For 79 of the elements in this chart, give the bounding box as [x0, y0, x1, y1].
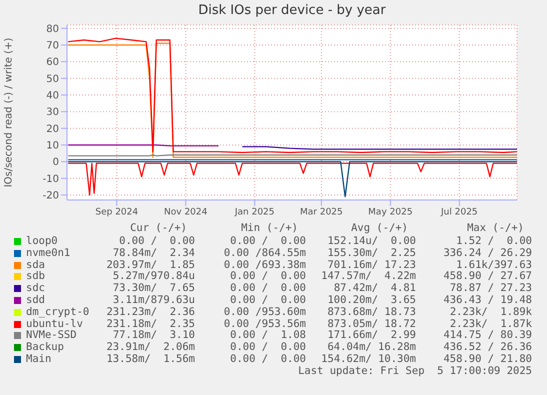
legend-label: sdd: [26, 294, 45, 306]
text: 0.00 / 0.00: [230, 270, 306, 282]
legend-label: sda: [26, 258, 45, 271]
legend-label: Main: [26, 353, 52, 365]
legend-label: ubuntu-lv: [26, 318, 83, 330]
x-tick-label: Jan 2025: [234, 207, 275, 218]
text: 0.00 / 1.08: [230, 329, 306, 342]
text: 0.00 /953.60m: [224, 306, 306, 318]
text: 0.00 / 0.00: [119, 235, 195, 247]
x-tick-label: Jul 2025: [440, 207, 478, 218]
text: 414.75 / 80.39: [443, 329, 532, 342]
text: 5.27m/970.84u: [112, 270, 195, 282]
y-axis-title: IOs/second read (-) / write (+): [4, 38, 15, 188]
text: 873.05m/ 18.72: [327, 318, 416, 330]
text: 336.24 / 26.29: [443, 246, 532, 259]
text: 3.11m/879.63u: [112, 294, 195, 306]
text: 0.00 /693.38m: [224, 258, 306, 271]
x-tick-label: Nov 2024: [164, 207, 208, 218]
text: 78.87 / 27.23: [450, 282, 532, 294]
text: 77.18m/ 3.10: [112, 329, 195, 342]
y-tick-label: -20: [42, 190, 59, 202]
text: 23.91m/ 2.06m: [106, 341, 195, 354]
text: 0.00 / 0.00: [230, 294, 306, 306]
text: 701.16m/ 17.23: [327, 258, 416, 271]
text: 73.30m/ 7.65: [112, 282, 195, 294]
legend-label: Backup: [26, 341, 64, 354]
text: 2.23k/ 1.87k: [450, 318, 532, 330]
y-tick-label: 40: [46, 90, 59, 102]
y-tick-label: 0: [52, 157, 59, 168]
y-tick-label: 80: [46, 24, 59, 35]
text: Min (-/+): [241, 222, 298, 234]
y-tick-label: 60: [46, 57, 59, 68]
y-tick-label: 70: [46, 40, 59, 52]
text: 13.58m/ 1.56m: [106, 353, 195, 365]
x-tick-label: Sep 2024: [95, 207, 138, 218]
text: Avg (-/+): [351, 222, 408, 234]
text: 0.00 /953.56m: [224, 318, 306, 330]
legend-label: dm_crypt-0: [26, 306, 90, 318]
text: 231.18m/ 2.35: [106, 318, 195, 330]
y-tick-label: 20: [46, 124, 59, 135]
legend-label: nvme0n1: [26, 246, 70, 259]
chart-title: Disk IOs per device - by year: [197, 3, 387, 18]
text: 147.57m/ 4.22m: [321, 270, 416, 282]
text: Max (-/+): [467, 222, 524, 234]
text: Cur (-/+): [130, 222, 187, 234]
text: 100.20m/ 3.65: [327, 294, 416, 306]
y-tick-label: 30: [46, 107, 59, 118]
text: 171.66m/ 2.99: [327, 329, 416, 342]
text: 458.90 / 21.80: [443, 353, 532, 365]
text: 0.00 / 0.00: [230, 282, 306, 294]
text: 0.00 / 0.00: [230, 341, 306, 354]
y-tick-label: 10: [46, 140, 59, 152]
legend-label: loop0: [26, 235, 58, 247]
text: 873.68m/ 18.73: [327, 306, 416, 318]
x-tick-label: Mar 2025: [300, 207, 343, 218]
text: 0.00 / 0.00: [230, 353, 306, 365]
text: 152.14u/ 0.00: [327, 235, 416, 247]
x-tick-label: May 2025: [368, 207, 413, 218]
text: Last update: Fri Sep 5 17:00:09 2025: [298, 364, 532, 377]
text: 78.84m/ 2.34: [112, 246, 195, 259]
text: 1.52 / 0.00: [456, 235, 532, 247]
text: 0.00 / 0.00: [230, 235, 306, 247]
text: 155.30m/ 2.25: [327, 246, 416, 259]
text: 231.23m/ 2.36: [106, 306, 195, 318]
y-tick-label: -10: [42, 174, 59, 185]
text: 0.00 /864.55m: [224, 246, 306, 259]
text: 2.23k/ 1.89k: [450, 306, 532, 318]
legend-label: NVMe-SSD: [26, 329, 77, 342]
text: 436.52 / 26.36: [443, 341, 532, 354]
text: 64.04m/ 16.28m: [327, 341, 416, 354]
text: 458.90 / 27.67: [443, 270, 532, 282]
text: 154.62m/ 10.30m: [321, 353, 416, 365]
y-tick-label: 50: [46, 74, 59, 85]
text: 1.61k/397.63: [456, 258, 532, 271]
text: 87.42m/ 4.81: [334, 282, 416, 294]
legend-label: sdc: [26, 282, 45, 294]
text: 203.97m/ 1.85: [106, 258, 195, 271]
legend-label: sdb: [26, 270, 45, 282]
text: 436.43 / 19.48: [443, 294, 532, 306]
